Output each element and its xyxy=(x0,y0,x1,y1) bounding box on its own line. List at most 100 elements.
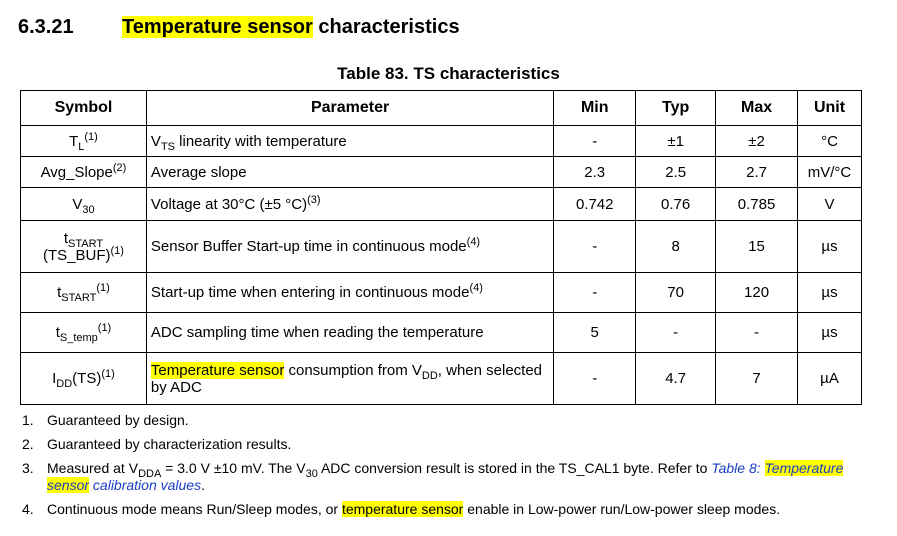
symbol-text-line2: (TS_BUF) xyxy=(42,246,111,264)
note-text: . xyxy=(201,477,205,493)
note-item: 4. Continuous mode means Run/Sleep modes,… xyxy=(22,501,882,518)
note-text: Measured at V xyxy=(47,460,139,476)
note-item: 1. Guaranteed by design. xyxy=(22,412,882,429)
param-footnote: (4) xyxy=(469,282,483,294)
min-cell: 2.3 xyxy=(553,156,637,188)
param-sub: TS xyxy=(160,140,175,153)
table-row: Avg_Slope(2) Average slope 2.3 2.5 2.7 m… xyxy=(20,156,862,188)
table-row: tSTART(1) Start-up time when entering in… xyxy=(20,272,862,313)
parameter-cell: ADC sampling time when reading the tempe… xyxy=(145,312,555,353)
max-cell: 120 xyxy=(715,272,799,313)
symbol-text: Avg_Slope xyxy=(40,163,113,181)
min-cell: - xyxy=(553,352,637,405)
param-sub: DD xyxy=(421,369,438,382)
param-text: Start-up time when entering in continuou… xyxy=(150,284,470,301)
param-text: Voltage at 30°C (±5 °C) xyxy=(150,195,308,213)
parameter-cell: Average slope xyxy=(145,156,555,188)
typ-cell: - xyxy=(635,312,717,353)
param-footnote: (4) xyxy=(466,236,481,248)
min-cell: 5 xyxy=(553,312,637,353)
note-number: 1. xyxy=(22,412,34,428)
typ-cell: 8 xyxy=(635,220,717,273)
symbol-text: t xyxy=(63,229,69,247)
parameter-cell: Voltage at 30°C (±5 °C)(3) xyxy=(145,187,555,221)
parameter-cell: Temperature sensor consumption from VDD,… xyxy=(145,352,555,405)
symbol-sub: 30 xyxy=(82,203,95,216)
table-row: TL(1) VTS linearity with temperature - ±… xyxy=(20,125,862,157)
symbol-sub: L xyxy=(78,140,85,153)
symbol-cell: tS_temp(1) xyxy=(20,312,147,353)
typ-cell: 70 xyxy=(635,272,717,313)
note-text: Guaranteed by characterization results. xyxy=(47,436,292,452)
symbol-cell: tSTART(1) xyxy=(20,272,147,313)
max-cell: 15 xyxy=(715,220,799,273)
table-caption: Table 83. TS characteristics xyxy=(0,64,897,84)
param-text: Sensor Buffer Start-up time in continuou… xyxy=(150,238,467,255)
unit-cell: mV/°C xyxy=(797,156,862,188)
table-row: tSTART (TS_BUF)(1) Sensor Buffer Start-up… xyxy=(20,220,862,273)
section-title-rest: characteristics xyxy=(312,16,460,38)
symbol-sub: S_temp xyxy=(59,332,98,344)
symbol-footnote: (1) xyxy=(96,282,110,294)
max-cell: - xyxy=(715,312,799,353)
header-unit: Unit xyxy=(797,90,862,126)
header-parameter: Parameter xyxy=(145,90,555,126)
note-text: Guaranteed by design. xyxy=(47,412,189,428)
note-sub: 30 xyxy=(305,467,318,480)
ts-characteristics-table: Symbol Parameter Min Typ Max Unit TL(1) … xyxy=(20,90,862,405)
symbol-sub: START xyxy=(68,237,104,250)
note-highlight: temperature sensor xyxy=(341,501,464,517)
table-header-row: Symbol Parameter Min Typ Max Unit xyxy=(20,90,862,126)
table-row: V30 Voltage at 30°C (±5 °C)(3) 0.742 0.7… xyxy=(20,187,862,221)
max-cell: 0.785 xyxy=(715,187,799,221)
unit-cell: µs xyxy=(797,220,862,273)
param-text: V xyxy=(150,132,161,150)
table-notes: 1. Guaranteed by design. 2. Guaranteed by … xyxy=(22,412,882,525)
link-text: calibration values xyxy=(89,477,202,493)
parameter-cell: Sensor Buffer Start-up time in continuou… xyxy=(145,220,555,273)
min-cell: - xyxy=(553,220,637,273)
symbol-cell: Avg_Slope(2) xyxy=(20,156,147,188)
note-text: ADC conversion result is stored in the T… xyxy=(317,460,712,476)
header-max: Max xyxy=(715,90,799,126)
typ-cell: ±1 xyxy=(635,125,717,157)
table-caption-text: Table 83. TS characteristics xyxy=(337,64,560,83)
typ-cell: 0.76 xyxy=(635,187,717,221)
param-highlight: Temperature sensor xyxy=(150,361,285,379)
header-symbol: Symbol xyxy=(20,90,147,126)
symbol-footnote: (1) xyxy=(97,322,112,334)
min-cell: - xyxy=(553,125,637,157)
symbol-text: t xyxy=(55,324,60,341)
note-text: Continuous mode means Run/Sleep modes, o… xyxy=(47,501,342,517)
unit-cell: µs xyxy=(797,272,862,313)
section-title-highlight: Temperature sensor xyxy=(122,16,313,38)
note-item: 2. Guaranteed by characterization results… xyxy=(22,436,882,453)
typ-cell: 2.5 xyxy=(635,156,717,188)
symbol-footnote: (1) xyxy=(110,244,124,257)
symbol-text: T xyxy=(69,132,79,150)
symbol-footnote: (2) xyxy=(112,161,127,174)
param-footnote: (3) xyxy=(307,193,321,206)
min-cell: - xyxy=(553,272,637,313)
symbol-cell: V30 xyxy=(20,187,147,221)
unit-cell: µA xyxy=(797,352,862,405)
unit-cell: °C xyxy=(797,125,862,157)
symbol-footnote: (1) xyxy=(101,368,115,380)
note-number: 2. xyxy=(22,436,34,452)
symbol-cell: IDD(TS)(1) xyxy=(20,352,147,405)
max-cell: 7 xyxy=(715,352,799,405)
unit-cell: V xyxy=(797,187,862,221)
table-row: IDD(TS)(1) Temperature sensor consumptio… xyxy=(20,352,862,405)
unit-cell: µs xyxy=(797,312,862,353)
symbol-text: t xyxy=(57,284,62,301)
max-cell: 2.7 xyxy=(715,156,799,188)
param-text-rest: linearity with temperature xyxy=(175,132,347,150)
section-number: 6.3.21 xyxy=(18,16,74,38)
parameter-cell: Start-up time when entering in continuou… xyxy=(145,272,555,313)
header-typ: Typ xyxy=(635,90,717,126)
note-number: 4. xyxy=(22,501,34,517)
symbol-cell: tSTART (TS_BUF)(1) xyxy=(20,220,147,273)
note-sub: DDA xyxy=(138,467,162,480)
note-item: 3. Measured at VDDA = 3.0 V ±10 mV. The V… xyxy=(22,460,882,494)
min-cell: 0.742 xyxy=(553,187,637,221)
